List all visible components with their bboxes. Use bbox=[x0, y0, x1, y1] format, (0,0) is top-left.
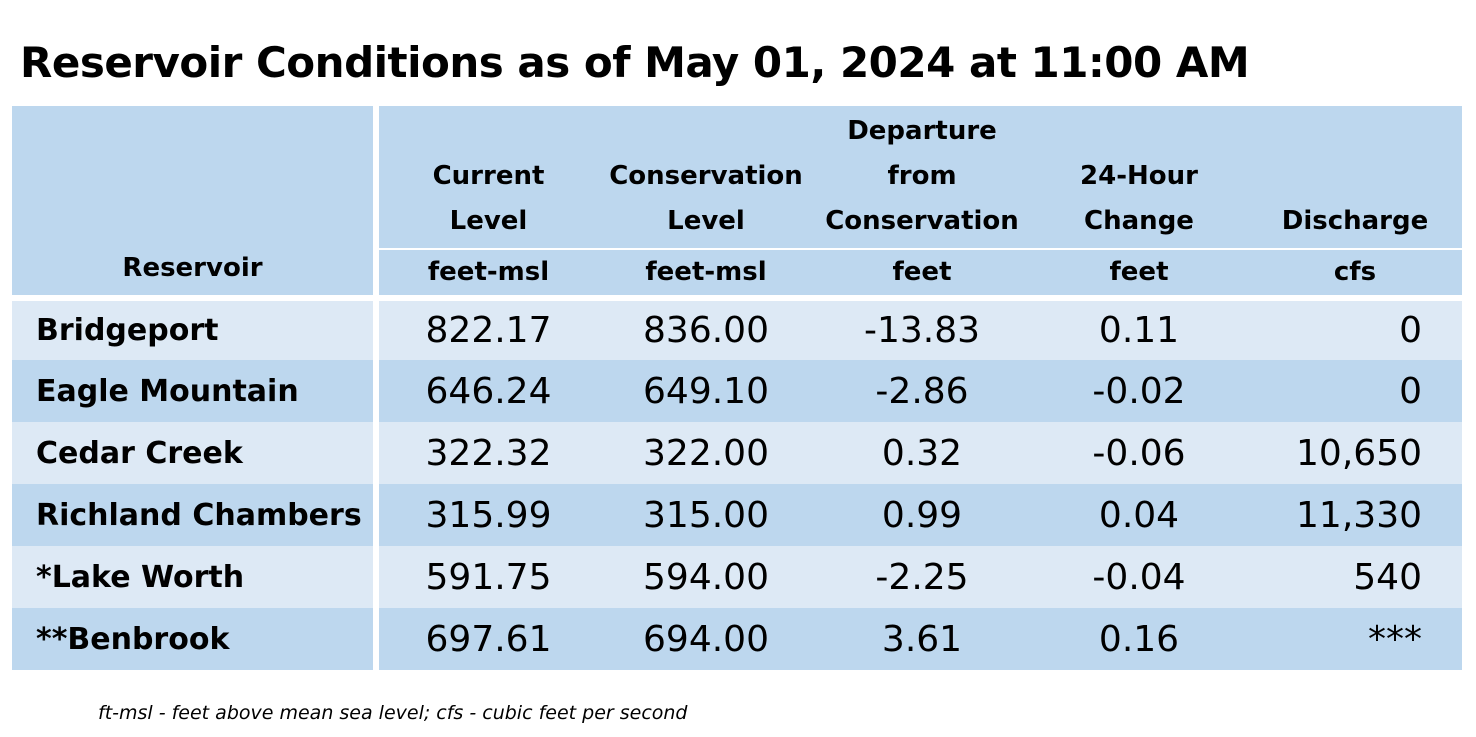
conservation-level-cell: 694.00 bbox=[598, 608, 814, 670]
discharge-cell: *** bbox=[1248, 608, 1462, 670]
reservoir-name: Cedar Creek bbox=[12, 422, 379, 484]
discharge-cell: 0 bbox=[1248, 295, 1462, 360]
current-level-cell: 591.75 bbox=[376, 546, 598, 608]
header-current-level: Current Level bbox=[376, 106, 598, 249]
reservoir-table: Reservoir Current Level Conservation Lev… bbox=[12, 106, 1462, 670]
departure-cell: -2.25 bbox=[814, 546, 1030, 608]
header-row: Reservoir Current Level Conservation Lev… bbox=[12, 106, 1462, 298]
table-row: Cedar Creek 322.32 322.00 0.32 -0.06 10,… bbox=[12, 422, 1462, 484]
conservation-level-cell: 594.00 bbox=[598, 546, 814, 608]
reservoir-name: Richland Chambers bbox=[12, 484, 379, 546]
change-cell: 0.04 bbox=[1030, 484, 1248, 546]
discharge-cell: 11,330 bbox=[1248, 484, 1462, 546]
reservoir-name: Bridgeport bbox=[12, 295, 379, 360]
header-conservation-level: Conservation Level bbox=[598, 106, 814, 249]
departure-cell: 0.32 bbox=[814, 422, 1030, 484]
change-cell: 0.16 bbox=[1030, 608, 1248, 670]
table-row: *Lake Worth 591.75 594.00 -2.25 -0.04 54… bbox=[12, 546, 1462, 608]
unit-discharge: cfs bbox=[1248, 248, 1462, 298]
departure-cell: 0.99 bbox=[814, 484, 1030, 546]
discharge-cell: 0 bbox=[1248, 360, 1462, 422]
unit-current-level: feet-msl bbox=[376, 248, 598, 298]
table-row: **Benbrook 697.61 694.00 3.61 0.16 *** bbox=[12, 608, 1462, 670]
header-reservoir: Reservoir bbox=[12, 106, 379, 298]
conservation-level-cell: 322.00 bbox=[598, 422, 814, 484]
footnote: ft-msl - feet above mean sea level; cfs … bbox=[98, 702, 688, 724]
conservation-level-cell: 836.00 bbox=[598, 295, 814, 360]
departure-cell: 3.61 bbox=[814, 608, 1030, 670]
change-cell: -0.02 bbox=[1030, 360, 1248, 422]
departure-cell: -2.86 bbox=[814, 360, 1030, 422]
current-level-cell: 315.99 bbox=[376, 484, 598, 546]
current-level-cell: 822.17 bbox=[376, 295, 598, 360]
current-level-cell: 697.61 bbox=[376, 608, 598, 670]
current-level-cell: 322.32 bbox=[376, 422, 598, 484]
table-row: Eagle Mountain 646.24 649.10 -2.86 -0.02… bbox=[12, 360, 1462, 422]
header-24hr-change: 24-Hour Change bbox=[1030, 106, 1248, 249]
reservoir-name: Eagle Mountain bbox=[12, 360, 379, 422]
change-cell: -0.06 bbox=[1030, 422, 1248, 484]
table-row: Bridgeport 822.17 836.00 -13.83 0.11 0 bbox=[12, 295, 1462, 360]
header-departure: Departure from Conservation bbox=[814, 106, 1030, 249]
change-cell: 0.11 bbox=[1030, 295, 1248, 360]
discharge-cell: 10,650 bbox=[1248, 422, 1462, 484]
discharge-cell: 540 bbox=[1248, 546, 1462, 608]
departure-cell: -13.83 bbox=[814, 295, 1030, 360]
conservation-level-cell: 649.10 bbox=[598, 360, 814, 422]
reservoir-name: *Lake Worth bbox=[12, 546, 379, 608]
unit-24hr-change: feet bbox=[1030, 248, 1248, 298]
current-level-cell: 646.24 bbox=[376, 360, 598, 422]
unit-conservation-level: feet-msl bbox=[598, 248, 814, 298]
table-row: Richland Chambers 315.99 315.00 0.99 0.0… bbox=[12, 484, 1462, 546]
page-title: Reservoir Conditions as of May 01, 2024 … bbox=[20, 38, 1250, 87]
unit-departure: feet bbox=[814, 248, 1030, 298]
header-discharge: Discharge bbox=[1248, 106, 1462, 249]
conservation-level-cell: 315.00 bbox=[598, 484, 814, 546]
change-cell: -0.04 bbox=[1030, 546, 1248, 608]
units-row: feet-msl feet-msl feet feet cfs bbox=[12, 248, 1462, 298]
reservoir-name: **Benbrook bbox=[12, 608, 379, 670]
